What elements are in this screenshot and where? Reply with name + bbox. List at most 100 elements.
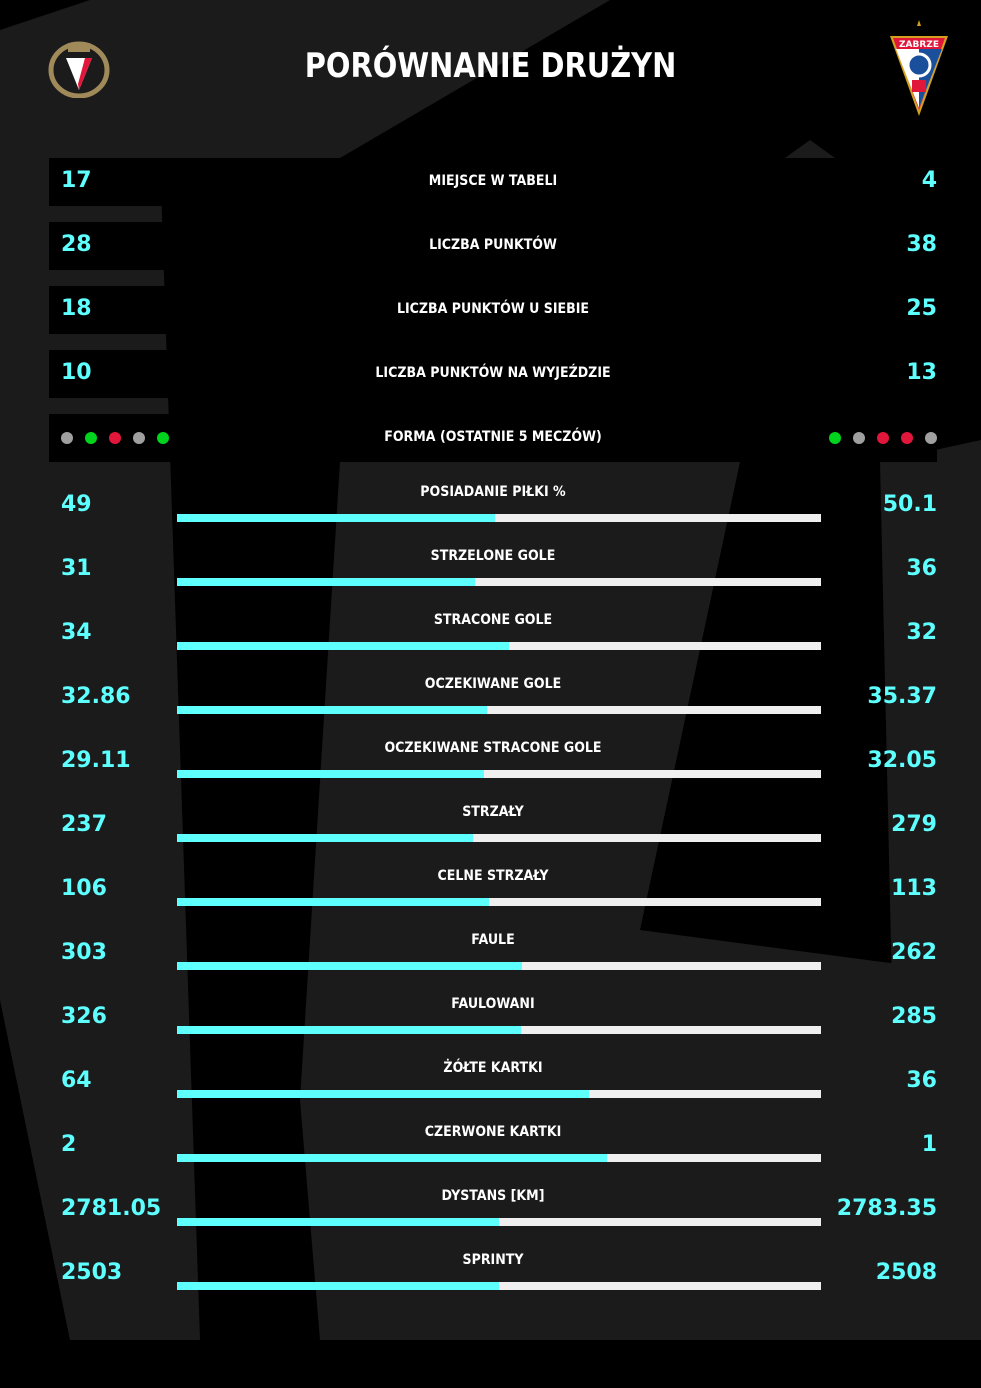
home-value: 28	[61, 232, 92, 257]
home-share-fill	[177, 1282, 499, 1290]
home-share-fill	[177, 1026, 521, 1034]
comparison-bar	[177, 1282, 821, 1290]
stat-row: 64 ŻÓŁTE KARTKI 36	[49, 1054, 937, 1118]
comparison-bar	[177, 1026, 821, 1034]
home-value: 31	[61, 556, 92, 581]
stat-row: 2781.05 DYSTANS [KM] 2783.35	[49, 1182, 937, 1246]
away-value: 32.05	[867, 748, 937, 773]
comparison-bar	[177, 514, 821, 522]
home-value: 106	[61, 876, 107, 901]
stat-label: STRACONE GOLE	[433, 612, 553, 628]
home-team-logo	[48, 40, 110, 102]
form-result-L	[109, 432, 121, 444]
home-value: 303	[61, 940, 107, 965]
row-label: LICZBA PUNKTÓW	[429, 237, 557, 253]
away-value: 2508	[875, 1260, 937, 1285]
home-value: 29.11	[61, 748, 131, 773]
form-row: FORMA (OSTATNIE 5 MECZÓW)	[49, 414, 937, 462]
home-value: 17	[61, 168, 92, 193]
home-share-fill	[177, 898, 489, 906]
stat-label: CELNE STRZAŁY	[437, 868, 549, 884]
away-value: 35.37	[867, 684, 937, 709]
away-value: 13	[906, 360, 937, 385]
stat-row: 34 STRACONE GOLE 32	[49, 606, 937, 670]
home-share-fill	[177, 514, 496, 522]
form-result-L	[901, 432, 913, 444]
table-row: 10 LICZBA PUNKTÓW NA WYJEŹDZIE 13	[49, 350, 937, 398]
stat-row: 303 FAULE 262	[49, 926, 937, 990]
stat-label: CZERWONE KARTKI	[424, 1124, 562, 1140]
comparison-bar	[177, 642, 821, 650]
comparison-bar	[177, 1154, 821, 1162]
page-title: PORÓWNANIE DRUŻYN	[304, 46, 677, 86]
away-value: 1	[921, 1132, 937, 1157]
comparison-bar	[177, 898, 821, 906]
home-share-fill	[177, 1154, 607, 1162]
home-share-fill	[177, 770, 484, 778]
comparison-bar	[177, 770, 821, 778]
stat-row: 2503 SPRINTY 2508	[49, 1246, 937, 1310]
table-row: 17 MIEJSCE W TABELI 4	[49, 158, 937, 206]
home-share-fill	[177, 578, 476, 586]
row-label: MIEJSCE W TABELI	[428, 173, 558, 189]
home-share-fill	[177, 962, 523, 970]
home-value: 326	[61, 1004, 107, 1029]
stat-row: 29.11 OCZEKIWANE STRACONE GOLE 32.05	[49, 734, 937, 798]
stat-row: 326 FAULOWANI 285	[49, 990, 937, 1054]
form-result-D	[61, 432, 73, 444]
away-value: 4	[921, 168, 937, 193]
stat-label: SPRINTY	[462, 1252, 524, 1268]
stat-label: OCZEKIWANE GOLE	[424, 676, 562, 692]
stat-label: DYSTANS [KM]	[441, 1188, 545, 1204]
comparison-bar	[177, 834, 821, 842]
home-value: 32.86	[61, 684, 131, 709]
form-result-W	[157, 432, 169, 444]
stat-label: FAULOWANI	[451, 996, 535, 1012]
stat-row: 106 CELNE STRZAŁY 113	[49, 862, 937, 926]
stat-row: 31 STRZELONE GOLE 36	[49, 542, 937, 606]
home-value: 10	[61, 360, 92, 385]
home-value: 2781.05	[61, 1196, 162, 1221]
home-share-fill	[177, 642, 509, 650]
home-value: 2503	[61, 1260, 123, 1285]
away-form-dots	[829, 432, 937, 444]
comparison-bar	[177, 706, 821, 714]
stat-label: FAULE	[471, 932, 515, 948]
form-result-L	[877, 432, 889, 444]
form-result-W	[829, 432, 841, 444]
home-value: 18	[61, 296, 92, 321]
comparison-bar	[177, 578, 821, 586]
home-share-fill	[177, 834, 473, 842]
away-value: 32	[906, 620, 937, 645]
stat-row: 2 CZERWONE KARTKI 1	[49, 1118, 937, 1182]
home-value: 237	[61, 812, 107, 837]
svg-text:ZABRZE: ZABRZE	[899, 40, 939, 50]
stat-label: STRZAŁY	[462, 804, 524, 820]
comparison-bar	[177, 962, 821, 970]
home-value: 34	[61, 620, 92, 645]
stat-row: 237 STRZAŁY 279	[49, 798, 937, 862]
stat-row: 32.86 OCZEKIWANE GOLE 35.37	[49, 670, 937, 734]
home-value: 49	[61, 492, 92, 517]
away-value: 36	[906, 1068, 937, 1093]
away-value: 262	[891, 940, 937, 965]
away-value: 113	[891, 876, 937, 901]
form-label: FORMA (OSTATNIE 5 MECZÓW)	[384, 429, 602, 445]
home-share-fill	[177, 1090, 590, 1098]
away-team-logo: ZABRZE	[888, 20, 950, 124]
stat-label: POSIADANIE PIŁKI %	[420, 484, 566, 500]
stat-label: OCZEKIWANE STRACONE GOLE	[384, 740, 602, 756]
home-value: 2	[61, 1132, 77, 1157]
away-value: 2783.35	[836, 1196, 937, 1221]
stat-label: ŻÓŁTE KARTKI	[443, 1060, 543, 1076]
away-value: 25	[906, 296, 937, 321]
away-value: 279	[891, 812, 937, 837]
form-result-D	[133, 432, 145, 444]
stat-label: STRZELONE GOLE	[430, 548, 556, 564]
form-result-D	[853, 432, 865, 444]
away-value: 285	[891, 1004, 937, 1029]
away-value: 50.1	[882, 492, 937, 517]
form-result-W	[85, 432, 97, 444]
row-label: LICZBA PUNKTÓW NA WYJEŹDZIE	[375, 365, 611, 381]
